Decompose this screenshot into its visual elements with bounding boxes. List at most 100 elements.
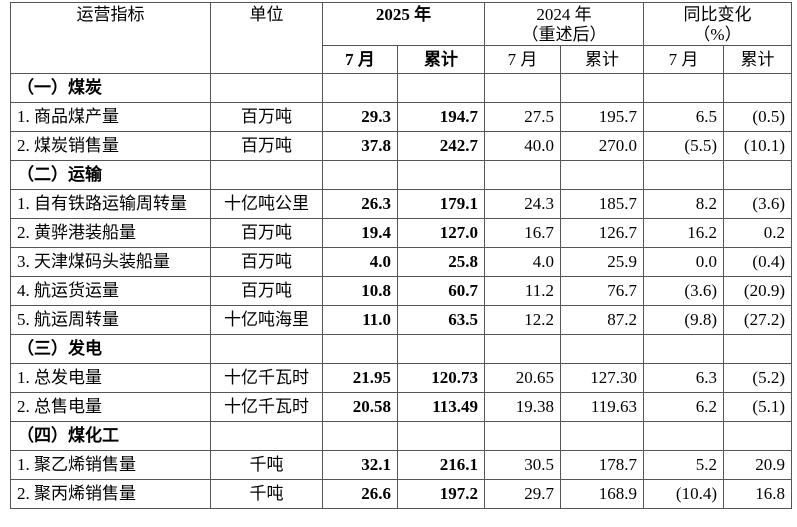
table-body: 运营指标 单位 2025 年 2024 年（重述后） 同比变化 （%） 7 月累计… xyxy=(10,2,792,509)
section-row: （一）煤炭 xyxy=(10,73,792,103)
empty-cell xyxy=(210,334,323,364)
unit: 十亿千瓦时 xyxy=(210,392,323,422)
value: 185.7 xyxy=(560,189,644,219)
value: 24.3 xyxy=(484,189,561,219)
value: 20.58 xyxy=(322,392,398,422)
empty-cell xyxy=(210,73,323,103)
value: (27.2) xyxy=(723,305,792,335)
subheader-cell: 7 月 xyxy=(484,45,561,74)
value: 0.2 xyxy=(723,218,792,248)
value: 4.0 xyxy=(322,247,398,277)
header-row: 运营指标 单位 2025 年 2024 年（重述后） 同比变化 （%） xyxy=(10,2,792,74)
section-title: （一）煤炭 xyxy=(10,73,211,103)
unit: 百万吨 xyxy=(210,218,323,248)
indicator: 2. 煤炭销售量 xyxy=(10,131,211,161)
subheader-cell: 累计 xyxy=(723,45,792,74)
indicator: 2. 黄骅港装船量 xyxy=(10,218,211,248)
value: 20.9 xyxy=(723,450,792,480)
value: 16.2 xyxy=(643,218,724,248)
value: 8.2 xyxy=(643,189,724,219)
value: 87.2 xyxy=(560,305,644,335)
indicator: 5. 航运周转量 xyxy=(10,305,211,335)
value: 11.0 xyxy=(322,305,398,335)
value: 10.8 xyxy=(322,276,398,306)
header-cell: 同比变化 （%） xyxy=(643,2,792,46)
value: 6.5 xyxy=(643,102,724,132)
value: 179.1 xyxy=(397,189,485,219)
value: (10.1) xyxy=(723,131,792,161)
value: 25.9 xyxy=(560,247,644,277)
value: 168.9 xyxy=(560,479,644,509)
empty-cell xyxy=(397,73,485,103)
value: (3.6) xyxy=(723,189,792,219)
value: 19.38 xyxy=(484,392,561,422)
unit: 千吨 xyxy=(210,450,323,480)
indicator: 1. 总发电量 xyxy=(10,363,211,393)
subheader-row: 7 月累计 7 月累计 7 月累计 xyxy=(11,45,792,74)
value: 12.2 xyxy=(484,305,561,335)
data-row: 4. 航运货运量 百万吨 10.8 60.7 11.2 76.7 (3.6) (20.9) xyxy=(10,276,792,306)
value: (3.6) xyxy=(643,276,724,306)
subheader-cell: 7 月 xyxy=(322,45,398,74)
value: 29.7 xyxy=(484,479,561,509)
empty-cell xyxy=(643,334,724,364)
unit: 十亿吨海里 xyxy=(210,305,323,335)
empty-cell xyxy=(322,334,398,364)
value: 32.1 xyxy=(322,450,398,480)
value: (10.4) xyxy=(643,479,724,509)
value: 113.49 xyxy=(397,392,485,422)
value: 21.95 xyxy=(322,363,398,393)
unit: 百万吨 xyxy=(210,276,323,306)
value: 63.5 xyxy=(397,305,485,335)
indicator: 3. 天津煤码头装船量 xyxy=(10,247,211,277)
value: (5.5) xyxy=(643,131,724,161)
unit: 百万吨 xyxy=(210,102,323,132)
data-row: 3. 天津煤码头装船量 百万吨 4.0 25.8 4.0 25.9 0.0 (0.4) xyxy=(10,247,792,277)
data-row: 2. 聚丙烯销售量 千吨 26.6 197.2 29.7 168.9 (10.4) 16.8 xyxy=(10,479,792,509)
empty-cell xyxy=(397,421,485,451)
empty-cell xyxy=(484,160,561,190)
empty-cell xyxy=(322,73,398,103)
indicator: 1. 商品煤产量 xyxy=(10,102,211,132)
value: 27.5 xyxy=(484,102,561,132)
value: 6.2 xyxy=(643,392,724,422)
value: 120.73 xyxy=(397,363,485,393)
data-row: 1. 聚乙烯销售量 千吨 32.1 216.1 30.5 178.7 5.2 20.9 xyxy=(10,450,792,480)
section-title: （四）煤化工 xyxy=(10,421,211,451)
section-title: （二）运输 xyxy=(10,160,211,190)
header-text: 2024 年 xyxy=(536,5,592,24)
value: 127.0 xyxy=(397,218,485,248)
header-note: （重述后） xyxy=(521,25,607,44)
value: (0.4) xyxy=(723,247,792,277)
empty-cell xyxy=(397,160,485,190)
value: 30.5 xyxy=(484,450,561,480)
unit: 十亿千瓦时 xyxy=(210,363,323,393)
empty-cell xyxy=(643,421,724,451)
data-row: 5. 航运周转量 十亿吨海里 11.0 63.5 12.2 87.2 (9.8) (27.2) xyxy=(10,305,792,335)
indicator: 2. 聚丙烯销售量 xyxy=(10,479,211,509)
header-cell: 2024 年（重述后） xyxy=(484,2,644,46)
value: (9.8) xyxy=(643,305,724,335)
empty-cell xyxy=(322,421,398,451)
value: (20.9) xyxy=(723,276,792,306)
section-row: （二）运输 xyxy=(10,160,792,190)
value: 26.6 xyxy=(322,479,398,509)
header-cell: 运营指标 xyxy=(10,2,211,74)
value: 5.2 xyxy=(643,450,724,480)
unit: 百万吨 xyxy=(210,247,323,277)
value: 76.7 xyxy=(560,276,644,306)
empty-cell xyxy=(560,160,644,190)
empty-cell xyxy=(397,334,485,364)
value: 19.4 xyxy=(322,218,398,248)
unit: 百万吨 xyxy=(210,131,323,161)
empty-cell xyxy=(210,160,323,190)
subheader-cell: 累计 xyxy=(560,45,644,74)
operating-table: 运营指标 单位 2025 年 2024 年（重述后） 同比变化 （%） 7 月累计… xyxy=(10,2,792,509)
empty-cell xyxy=(210,421,323,451)
value: 242.7 xyxy=(397,131,485,161)
value: 178.7 xyxy=(560,450,644,480)
subheader-cell: 7 月 xyxy=(643,45,724,74)
empty-cell xyxy=(322,160,398,190)
empty-cell xyxy=(723,334,792,364)
